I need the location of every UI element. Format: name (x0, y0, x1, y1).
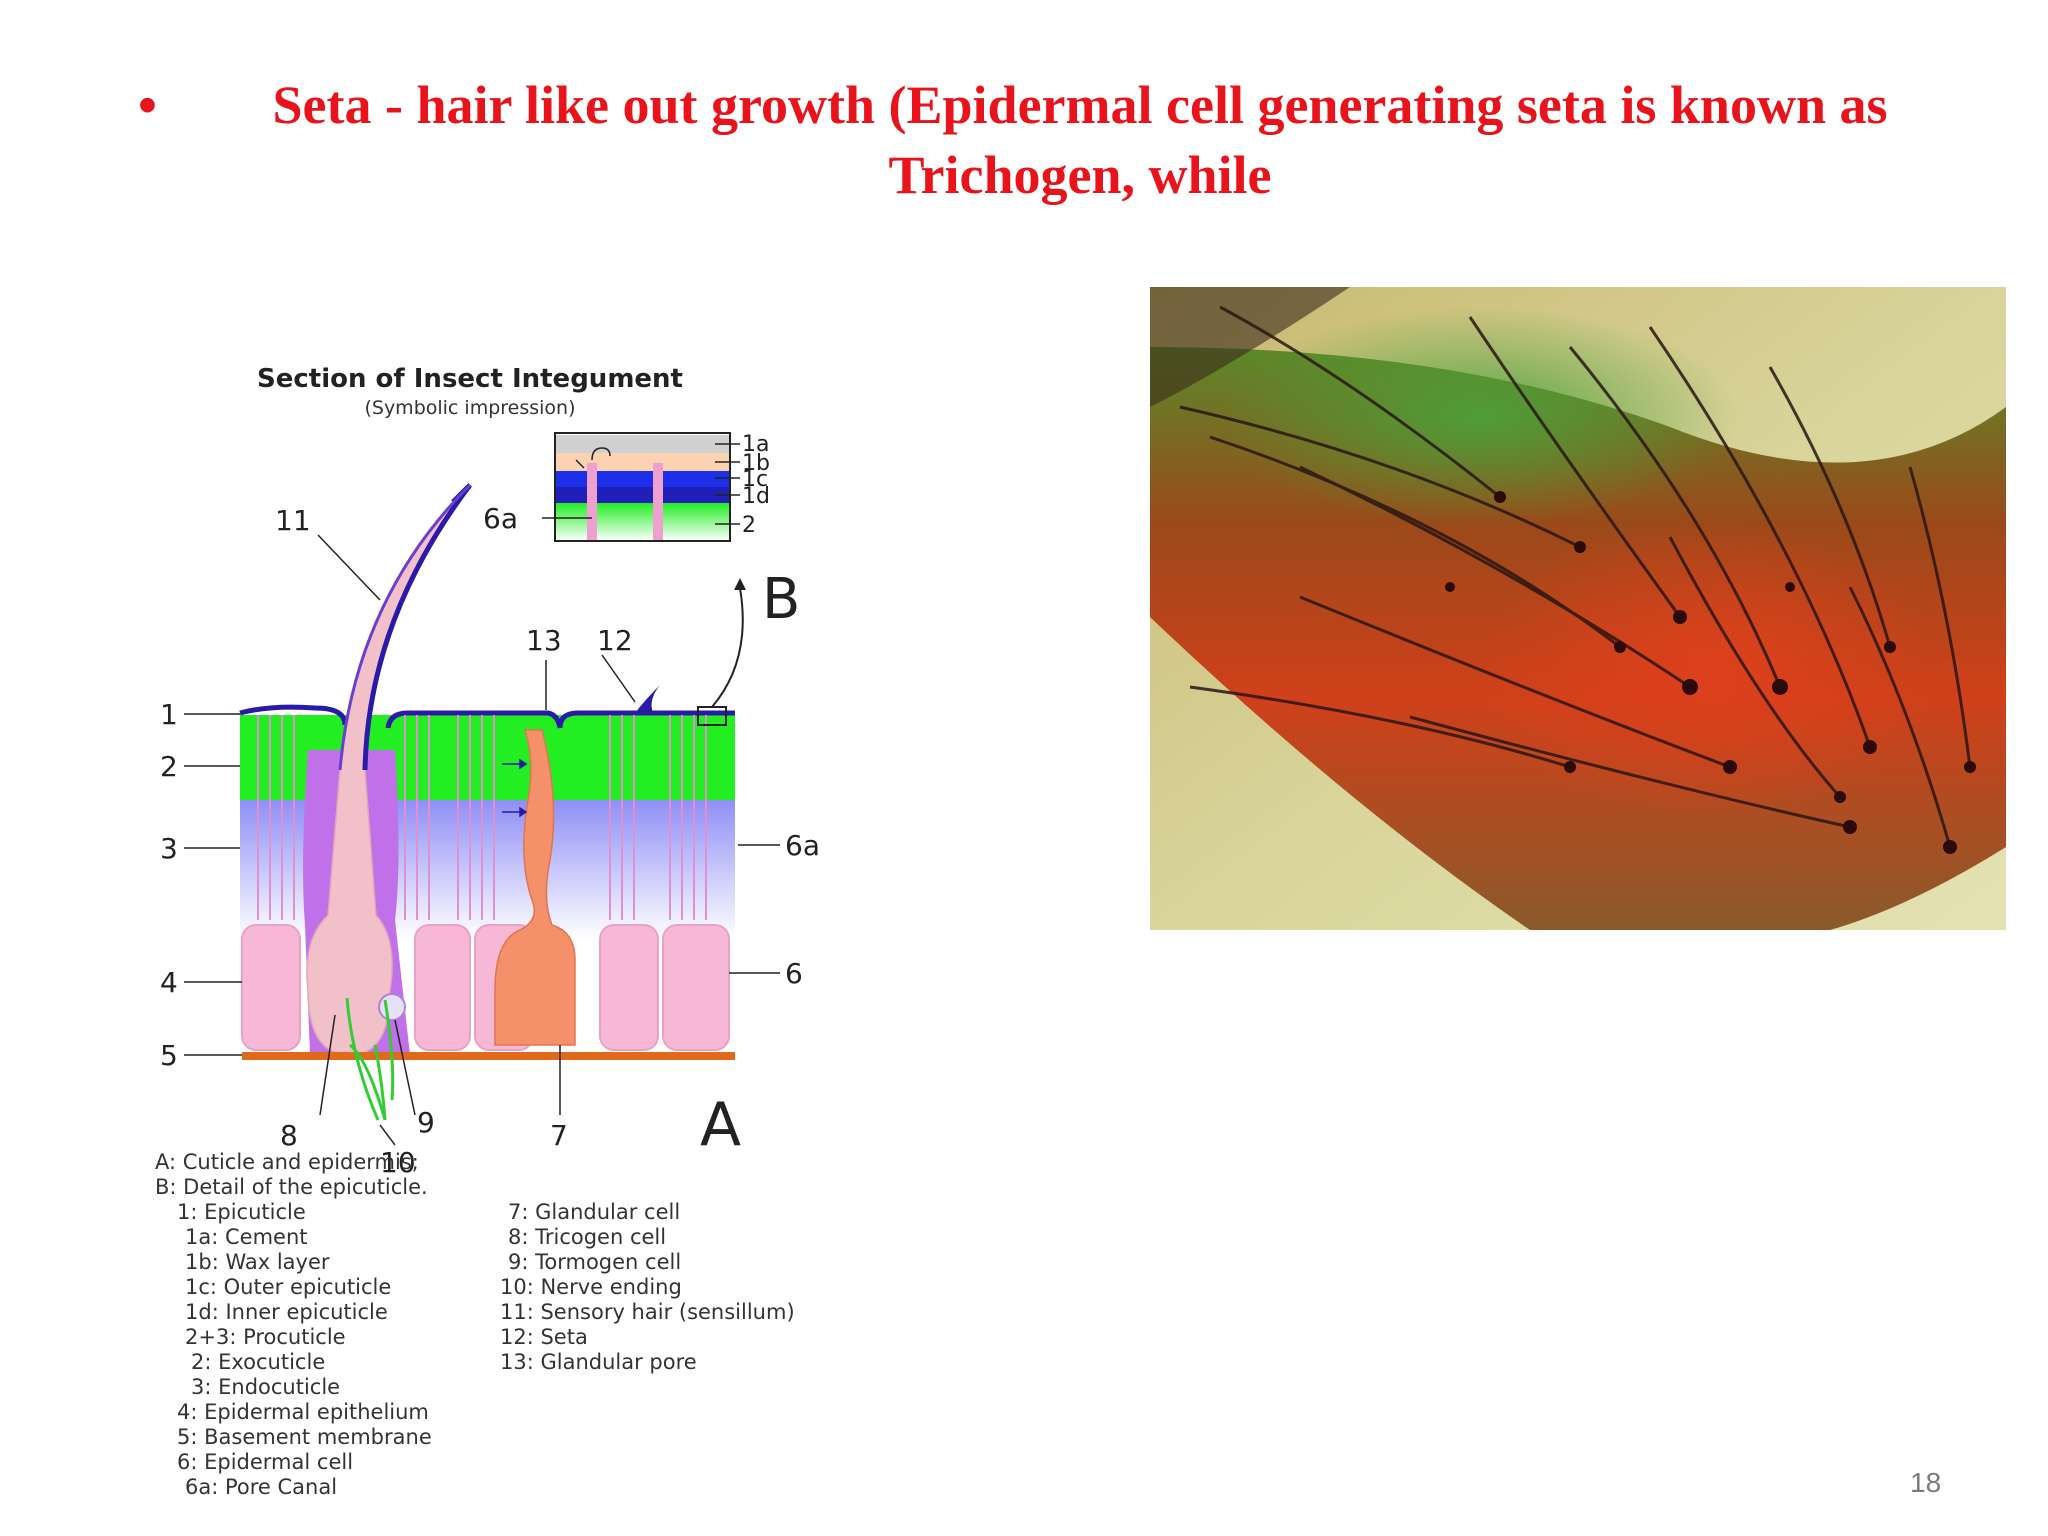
legend-item: 6: Epidermal cell (177, 1450, 354, 1474)
epicuticle-left (239, 704, 348, 726)
epidermal-cells (241, 924, 730, 1051)
legend-item: 2: Exocuticle (191, 1350, 326, 1374)
page-number: 18 (1910, 1467, 1942, 1498)
setal-sockets (1445, 491, 1976, 854)
label-9: 9 (417, 1106, 435, 1139)
legend-item: 10: Nerve ending (500, 1275, 682, 1299)
flow-arrows (502, 758, 528, 818)
legend-item: 6a: Pore Canal (185, 1475, 338, 1499)
inset-label-1c: 1c (742, 467, 768, 492)
label-3: 3 (160, 832, 178, 865)
label-13: 13 (526, 624, 562, 657)
tormogen-nucleus (378, 993, 406, 1021)
inset-label-1d: 1d (742, 484, 770, 509)
label-4: 4 (160, 966, 178, 999)
seta-micrograph (1150, 287, 2006, 930)
legend-item: 1a: Cement (185, 1225, 308, 1249)
pore-canals (257, 715, 707, 920)
legend-item: 8: Tricogen cell (508, 1225, 667, 1249)
legend-item: 7: Glandular cell (508, 1200, 681, 1224)
seta-spine (635, 685, 660, 713)
inset-label-1a: 1a (742, 432, 769, 457)
legend-item: 3: Endocuticle (191, 1375, 341, 1399)
label-2: 2 (160, 750, 178, 783)
legend-item: A: Cuticle and epidermis; (155, 1150, 419, 1174)
epicuticle-right (557, 710, 735, 729)
label-1: 1 (160, 698, 178, 731)
label-8: 8 (280, 1119, 298, 1152)
label-6: 6 (785, 957, 803, 990)
inset-label-2: 2 (742, 513, 756, 538)
label-11: 11 (275, 504, 311, 537)
seta-micrograph-image (1150, 287, 2006, 930)
legend-left: A: Cuticle and epidermis; B: Detail of t… (155, 1150, 432, 1500)
label-6a-inset: 6a (483, 502, 518, 535)
basement-membrane (242, 1052, 735, 1060)
legend-item: 13: Glandular pore (500, 1350, 697, 1374)
inset-label-1b: 1b (742, 451, 770, 476)
slide-title-block: • Seta - hair like out growth (Epidermal… (130, 70, 1970, 210)
setae-hairs (1179, 305, 1972, 848)
label-12: 12 (597, 624, 633, 657)
title-bullet: • (138, 75, 157, 135)
section-a (239, 483, 746, 1121)
label-6a-right: 6a (785, 829, 820, 862)
legend-item: 1b: Wax layer (185, 1250, 330, 1274)
legend-item: 2+3: Procuticle (185, 1325, 346, 1349)
diagram-title: Section of Insect Integument (257, 364, 683, 394)
glandular-cell (494, 729, 576, 1046)
legend-right: 7: Glandular cell 8: Tricogen cell 9: To… (500, 1200, 795, 1375)
hair-shaft-back (338, 483, 472, 771)
detail-callout-arrow (711, 587, 744, 708)
legend-item: 5: Basement membrane (177, 1425, 432, 1449)
panel-label-b: B (762, 567, 800, 632)
nerve-endings (345, 997, 395, 1121)
leader-lines (184, 534, 780, 1146)
epicuticle-mid (385, 710, 563, 729)
legend-item: 12: Seta (500, 1325, 588, 1349)
section-b-inset (542, 432, 740, 542)
label-5: 5 (160, 1039, 178, 1072)
inset-frame (554, 432, 731, 542)
legend-item: 1: Epicuticle (177, 1200, 306, 1224)
legend-item: 9: Tormogen cell (508, 1250, 682, 1274)
legend-item: 11: Sensory hair (sensillum) (500, 1300, 795, 1324)
diagram-subtitle: (Symbolic impression) (364, 397, 575, 419)
label-7: 7 (550, 1119, 568, 1152)
legend-item: B: Detail of the epicuticle. (155, 1175, 428, 1199)
slide-title: Seta - hair like out growth (Epidermal c… (272, 75, 1888, 205)
legend-item: 1c: Outer epicuticle (185, 1275, 392, 1299)
panel-label-a: A (700, 1090, 741, 1160)
legend-item: 1d: Inner epicuticle (185, 1300, 388, 1324)
legend-item: 4: Epidermal epithelium (177, 1400, 429, 1424)
integument-diagram: Section of Insect Integument (Symbolic i… (160, 364, 820, 1179)
label-10: 10 (380, 1146, 416, 1179)
